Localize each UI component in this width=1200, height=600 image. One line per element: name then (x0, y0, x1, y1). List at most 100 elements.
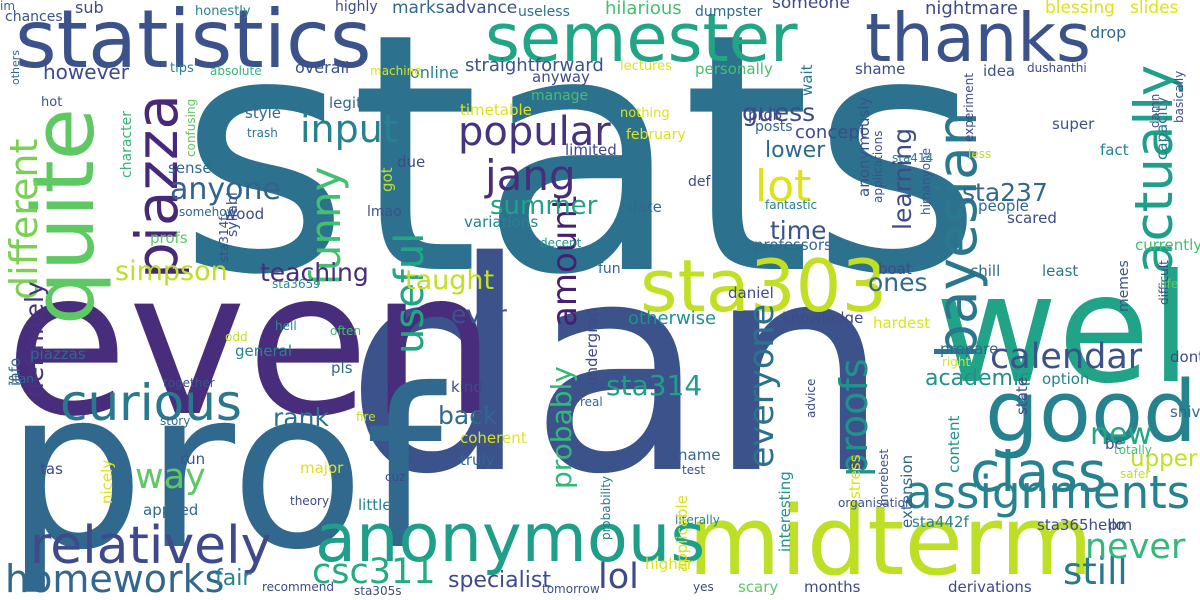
word-35: way (135, 457, 206, 497)
word-176: applied (143, 501, 199, 519)
word-5: well (935, 243, 1200, 417)
word-57: otherwise (628, 308, 717, 329)
word-113: sense (168, 159, 212, 177)
word-13: relatively (30, 516, 272, 576)
word-63: concept (795, 122, 867, 143)
word-92: legit (329, 94, 362, 112)
word-193: tomorrow (542, 582, 600, 596)
word-186: literally (675, 513, 720, 527)
word-42: summer (490, 191, 598, 221)
word-166: totally (1114, 443, 1152, 457)
word-22: homeworks (5, 557, 225, 600)
word-197: yes (693, 580, 714, 594)
word-135: boat (878, 260, 912, 278)
word-138: memes (1116, 260, 1132, 312)
word-171: test (682, 463, 706, 477)
word-37: anyone (170, 172, 281, 207)
word-159: advice (804, 378, 818, 418)
word-6: statistics (15, 0, 372, 86)
word-120: lmao (367, 204, 402, 220)
word-31: calendar (990, 337, 1143, 377)
word-65: blessing (1045, 0, 1115, 18)
word-97: style (245, 104, 281, 122)
word-8: semester (485, 0, 798, 77)
word-45: ever (451, 300, 507, 329)
word-168: coherent (460, 429, 527, 447)
word-190: scary (738, 578, 779, 596)
word-163: shivon (1170, 403, 1200, 421)
word-178: little (358, 496, 392, 514)
word-199: im (0, 0, 16, 13)
word-82: machine (370, 64, 422, 78)
word-55: lower (765, 138, 826, 163)
word-139: life (1160, 277, 1179, 291)
word-112: capacity (1153, 96, 1171, 160)
word-183: sta442f (912, 513, 969, 531)
word-34: everyone (742, 303, 782, 468)
word-155: pls (331, 359, 353, 377)
word-72: highly (335, 0, 378, 15)
word-60: however (43, 60, 129, 84)
word-175: nicely (98, 459, 116, 504)
word-70: online (410, 63, 459, 82)
word-24: jang (485, 151, 576, 200)
word-26: lot (755, 161, 812, 212)
word-30: never (1085, 527, 1186, 567)
word-4: midterm (688, 487, 1093, 597)
word-123: fantastic (765, 198, 818, 212)
word-196: higher (645, 555, 694, 573)
word-93: manage (531, 88, 589, 104)
word-44: new (1090, 417, 1153, 452)
word-140: daniel (728, 284, 774, 302)
word-33: lol (598, 557, 639, 597)
word-99: confusing (184, 98, 198, 157)
word-62: someone (772, 0, 850, 13)
word-110: less (968, 147, 992, 161)
word-187: interesting (776, 471, 794, 552)
word-194: sta305s (354, 584, 402, 598)
word-83: anyway (532, 68, 590, 86)
word-80: tips (170, 61, 194, 76)
word-9: thanks (865, 0, 1091, 77)
word-89: dushanthi (1027, 61, 1087, 75)
word-102: anonymously (855, 96, 873, 197)
word-47: rank (273, 403, 329, 432)
word-17: curious (60, 374, 242, 432)
word-66: slides (1130, 0, 1179, 18)
word-136: sta365s (272, 277, 320, 291)
word-132: fun (598, 261, 621, 277)
word-134: least (1042, 262, 1079, 280)
word-164: bc (1105, 435, 1123, 453)
word-2: even (5, 228, 497, 461)
word-184: sta365hello (1037, 516, 1125, 534)
word-41: probably (545, 366, 578, 489)
word-116: himanyone (919, 147, 933, 215)
word-69: marks (392, 0, 445, 18)
word-61: hilarious (605, 0, 682, 19)
word-129: decent (540, 236, 582, 250)
word-32: csc311 (312, 552, 436, 592)
word-50: academic (925, 366, 1032, 391)
word-10: anonymous (315, 499, 706, 577)
word-68: advance (445, 0, 518, 18)
word-105: super (1052, 115, 1095, 133)
word-88: idea (983, 62, 1016, 80)
word-192: derivations (948, 578, 1032, 596)
word-81: absolute (210, 64, 262, 78)
word-170: name (678, 446, 721, 464)
word-172: major (300, 459, 344, 477)
word-169: truly (460, 451, 495, 469)
word-127: profs (150, 229, 188, 247)
word-141: knowledge (782, 309, 864, 327)
word-188: probability (599, 475, 613, 540)
word-156: story (160, 414, 191, 428)
word-77: others (9, 49, 22, 85)
word-177: theory (290, 494, 330, 508)
word-20: different (2, 138, 46, 300)
word-95: nothing (620, 106, 670, 121)
word-19: assignments (905, 466, 1191, 519)
word-137: sta314f (217, 216, 231, 262)
word-165: state (1013, 377, 1031, 415)
word-54: guess (742, 98, 816, 127)
